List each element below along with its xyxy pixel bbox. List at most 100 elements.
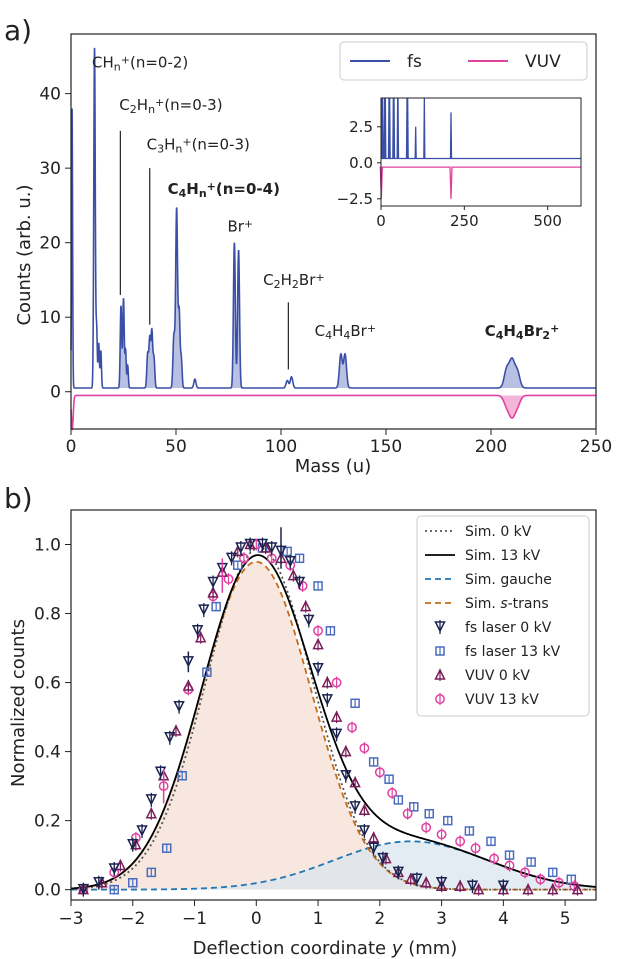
- vuv-0kv-point: [321, 675, 334, 689]
- panel-b-x-axis-label-variable: y: [391, 938, 403, 959]
- vuv-0kv-point: [182, 679, 195, 693]
- fs-13kv-point: [109, 884, 119, 895]
- vuv-0kv-point: [547, 882, 559, 896]
- vuv-13kv-point: [331, 676, 342, 689]
- fs-13kv-point: [211, 601, 221, 612]
- inset-y-tick-label: −2.5: [337, 190, 373, 208]
- peak-annotation: C2Hn+(n=0-3): [119, 96, 222, 116]
- fs-13kv-point: [464, 826, 475, 836]
- fs-0kv-point: [392, 865, 405, 880]
- annotation-part: (n=0-3): [164, 96, 222, 114]
- x-tick-label: 0: [251, 909, 262, 929]
- panel-b-legend: Sim. 0 kV Sim. 13 kV Sim. gauche Sim. s-…: [416, 515, 590, 717]
- legend-vuv-label: VUV: [525, 52, 561, 72]
- fs-13kv-point: [526, 857, 536, 867]
- inset-y-tick-label: 2.5: [349, 118, 373, 136]
- y-tick-label: 1.0: [34, 536, 61, 556]
- vuv-13kv-point: [489, 852, 500, 865]
- vuv-0kv-point: [472, 882, 485, 896]
- legend-sim-strans-label-italic: s: [500, 596, 507, 612]
- vuv-0kv-point: [571, 882, 584, 896]
- fs-0kv-point: [198, 603, 210, 618]
- inset-y-tick-label: 0.0: [349, 154, 373, 172]
- annotation-part: +: [367, 321, 376, 334]
- annotation-part: (n=0-2): [130, 54, 188, 72]
- legend-sim-strans-label-prefix: Sim.: [465, 596, 500, 612]
- panel-b: b) Normalized counts Deflection coordina…: [4, 482, 597, 959]
- panel-b-ticks: −3 −2 −1 0 1 2 3 4 5 0.0 0.2 0.4 0.6 0.8 1.0: [34, 536, 571, 929]
- vuv-13kv-point: [359, 742, 370, 755]
- peak-annotation: C4H4Br+: [315, 321, 376, 341]
- fs-0kv-point: [411, 872, 423, 887]
- peak-annotation: CHn+(n=0-2): [92, 53, 188, 73]
- annotation-part: 3: [157, 142, 164, 155]
- panel-a-peak-annotations: CHn+(n=0-2)C2Hn+(n=0-3)C3Hn+(n=0-3)C4Hn+…: [92, 53, 559, 370]
- panel-b-x-axis-label-text: Deflection coordinate: [193, 938, 386, 959]
- fs-0kv-point: [293, 575, 306, 590]
- y-tick-label: 0: [50, 383, 61, 403]
- vuv-0kv-point: [299, 599, 312, 613]
- fs-0kv-point: [266, 540, 278, 555]
- annotation-part: H: [186, 180, 199, 198]
- vuv-13kv-point: [455, 835, 466, 848]
- x-tick-label: −1: [182, 909, 207, 929]
- panel-a-x-axis-label: Mass (u): [295, 456, 372, 477]
- fs-0kv-point: [244, 537, 256, 552]
- x-tick-label: 0: [66, 437, 77, 457]
- x-tick-label: 100: [265, 437, 297, 457]
- fs-0kv-point: [367, 841, 380, 856]
- panel-b-legend-box: [416, 515, 590, 717]
- vuv-13kv-point: [347, 721, 357, 734]
- annotation-part: 4: [496, 329, 504, 342]
- fs-0kv-point: [127, 837, 139, 852]
- panel-b-y-axis-label: Normalized counts: [8, 619, 29, 787]
- annotation-part: 2: [130, 103, 137, 116]
- panel-a-inset: 0 250 500 −2.5 0.0 2.5: [337, 97, 582, 230]
- annotation-part: 2: [542, 329, 550, 342]
- fs-13kv-point: [409, 802, 419, 812]
- annotation-part: C: [485, 322, 496, 340]
- gauche-fill: [71, 841, 596, 890]
- y-tick-label: 20: [39, 234, 61, 254]
- annotation-part: Br: [524, 322, 543, 340]
- panel-b-x-axis-label-unit: (mm): [408, 938, 457, 959]
- y-tick-label: 0.4: [34, 743, 61, 763]
- peak-annotation: C3Hn+(n=0-3): [147, 135, 250, 155]
- fs-0kv-point: [225, 551, 238, 566]
- fs-0kv-point: [377, 851, 389, 866]
- legend-sim-strans-label-suffix: -trans: [508, 596, 549, 612]
- annotation-part: +: [550, 321, 559, 334]
- peak-annotation: Br+: [227, 217, 253, 235]
- y-tick-label: 0.0: [34, 881, 61, 901]
- sim-s-trans-line: [70, 560, 596, 891]
- inset-background: [381, 98, 581, 206]
- annotation-part: 4: [343, 329, 350, 342]
- fs-13kv-point: [486, 836, 496, 847]
- panel-b-frame: [70, 509, 597, 901]
- inset-x-tick-label: 250: [450, 212, 479, 230]
- inset-vuv-line: [379, 166, 581, 199]
- annotation-part: C: [168, 180, 179, 198]
- fs-13kv-point: [294, 553, 305, 564]
- fs-0kv-point: [349, 799, 361, 814]
- panel-a-label: a): [4, 14, 32, 47]
- vuv-0kv-point: [404, 872, 417, 886]
- annotation-part: 2: [274, 278, 281, 291]
- fs-0kv-point: [154, 765, 167, 780]
- panel-b-label: b): [4, 482, 33, 515]
- vuv-13kv-point: [402, 807, 413, 820]
- fs-13kv-point: [424, 808, 434, 819]
- x-tick-label: 200: [475, 437, 507, 457]
- vuv-0kv-point: [454, 879, 466, 893]
- vuv-13kv-point: [504, 859, 515, 872]
- fs-0kv-point: [340, 768, 352, 783]
- x-tick-label: −3: [58, 909, 83, 929]
- fs-0kv-point: [136, 823, 148, 838]
- vuv-0kv-point: [312, 637, 324, 651]
- legend-vuv-0kv-label: VUV 0 kV: [465, 668, 530, 684]
- vuv-0kv-point: [130, 838, 142, 851]
- s-trans-fill: [71, 561, 596, 890]
- vuv-0kv-point: [170, 724, 182, 737]
- fs-0kv-point: [164, 730, 176, 745]
